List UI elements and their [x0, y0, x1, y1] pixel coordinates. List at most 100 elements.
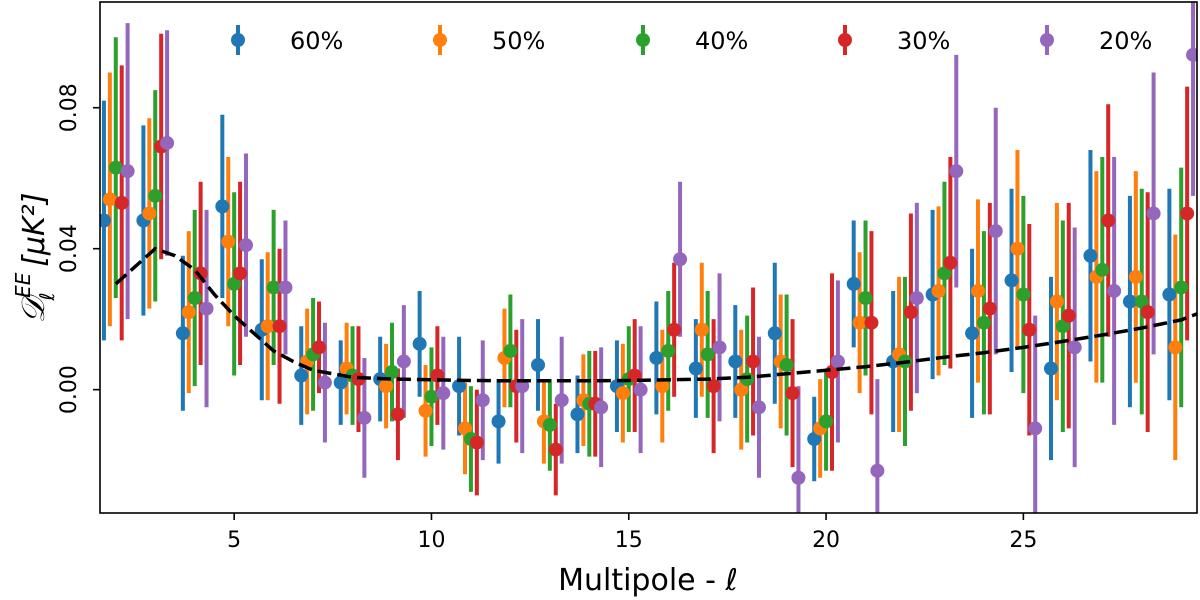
- point-40pct-l20: [819, 414, 834, 429]
- point-30pct-l16: [667, 322, 682, 337]
- point-40pct-l23: [937, 266, 952, 281]
- point-50pct-l9: [379, 379, 394, 394]
- x-axis-label: Multipole - ℓ: [558, 563, 738, 598]
- point-50pct-l23: [931, 283, 946, 298]
- point-30pct-l19: [785, 386, 800, 401]
- point-60pct-l24: [965, 326, 980, 341]
- legend-marker-50pct: [433, 33, 447, 47]
- point-20pct-l20: [830, 354, 845, 369]
- point-20pct-l26: [1067, 340, 1082, 355]
- point-30pct-l26: [1061, 308, 1076, 323]
- point-40pct-l6: [266, 280, 281, 295]
- legend-marker-20pct: [1040, 33, 1054, 47]
- theory-curve-dashed: [114, 246, 1197, 383]
- point-50pct-l3: [142, 206, 157, 221]
- point-60pct-l5: [215, 199, 230, 214]
- point-60pct-l20: [807, 431, 822, 446]
- x-tick-label-15: 15: [615, 528, 643, 553]
- point-60pct-l27: [1083, 248, 1098, 263]
- point-40pct-l19: [779, 357, 794, 372]
- y-tick-label-1: 0.04: [57, 224, 82, 273]
- point-40pct-l26: [1055, 319, 1070, 334]
- point-30pct-l25: [1022, 322, 1037, 337]
- y-tick-label-2: 0.08: [57, 83, 82, 132]
- point-60pct-l11: [452, 379, 467, 394]
- legend: 60% 50% 40% 30% 20%: [231, 25, 1152, 55]
- point-30pct-l23: [943, 255, 958, 270]
- x-axis-ticks: 5 10 15 20 25: [227, 513, 1037, 553]
- legend-marker-40pct: [636, 33, 650, 47]
- point-60pct-l4: [175, 326, 190, 341]
- point-60pct-l21: [846, 276, 861, 291]
- point-60pct-l25: [1004, 273, 1019, 288]
- point-30pct-l4: [193, 266, 208, 281]
- point-30pct-l18: [746, 354, 761, 369]
- point-40pct-l27: [1095, 262, 1110, 277]
- point-50pct-l24: [970, 283, 985, 298]
- x-tick-label-20: 20: [812, 528, 840, 553]
- point-30pct-l13: [548, 442, 563, 457]
- point-50pct-l18: [734, 382, 749, 397]
- y-tick-label-0: 0.00: [57, 365, 82, 414]
- x-tick-label-25: 25: [1009, 528, 1037, 553]
- point-20pct-l22: [909, 291, 924, 306]
- point-40pct-l28: [1134, 294, 1149, 309]
- point-50pct-l6: [260, 319, 275, 334]
- point-40pct-l12: [503, 343, 518, 358]
- point-60pct-l18: [728, 354, 743, 369]
- point-40pct-l10: [424, 389, 439, 404]
- point-20pct-l25: [1028, 421, 1043, 436]
- legend-marker-60pct: [231, 33, 245, 47]
- legend-label-40pct: 40%: [695, 27, 748, 55]
- point-40pct-l16: [661, 343, 676, 358]
- legend-label-20pct: 20%: [1099, 27, 1152, 55]
- y-axis-ticks: 0.00 0.04 0.08: [57, 83, 100, 414]
- y-axis-label: 𝒟EEℓ [μK²]: [11, 193, 59, 324]
- point-20pct-l7: [317, 375, 332, 390]
- plot-frame: [99, 1, 1198, 514]
- legend-label-50pct: 50%: [492, 27, 545, 55]
- point-60pct-l12: [491, 414, 506, 429]
- point-40pct-l29: [1174, 280, 1189, 295]
- point-30pct-l28: [1140, 305, 1155, 320]
- point-60pct-l7: [294, 368, 309, 383]
- point-50pct-l17: [694, 322, 709, 337]
- point-60pct-l13: [531, 357, 546, 372]
- point-60pct-l29: [1162, 287, 1177, 302]
- point-40pct-l3: [148, 188, 163, 203]
- point-20pct-l3: [160, 135, 175, 150]
- point-50pct-l4: [181, 305, 196, 320]
- point-20pct-l5: [239, 238, 254, 253]
- point-20pct-l12: [515, 379, 530, 394]
- point-20pct-l15: [633, 382, 648, 397]
- point-30pct-l6: [272, 319, 287, 334]
- point-30pct-l7: [312, 340, 327, 355]
- point-20pct-l11: [475, 393, 490, 408]
- point-20pct-l16: [673, 252, 688, 267]
- point-30pct-l27: [1101, 213, 1116, 228]
- point-40pct-l13: [542, 417, 557, 432]
- point-60pct-l26: [1043, 361, 1058, 376]
- point-60pct-l10: [412, 336, 427, 351]
- point-50pct-l5: [221, 234, 236, 249]
- point-20pct-l18: [751, 400, 766, 415]
- point-60pct-l17: [688, 361, 703, 376]
- legend-label-60pct: 60%: [290, 27, 343, 55]
- point-50pct-l29: [1168, 340, 1183, 355]
- point-20pct-l13: [554, 393, 569, 408]
- point-30pct-l22: [903, 305, 918, 320]
- point-30pct-l29: [1180, 206, 1195, 221]
- point-40pct-l25: [1016, 287, 1031, 302]
- point-20pct-l2: [120, 164, 135, 179]
- point-40pct-l24: [976, 315, 991, 330]
- point-50pct-l21: [852, 315, 867, 330]
- point-40pct-l5: [227, 276, 242, 291]
- point-30pct-l24: [982, 301, 997, 316]
- markers-layer: [100, 47, 1197, 485]
- point-60pct-l28: [1122, 294, 1137, 309]
- point-60pct-l8: [333, 375, 348, 390]
- point-20pct-l23: [949, 164, 964, 179]
- point-20pct-l19: [791, 470, 806, 485]
- point-20pct-l9: [396, 354, 411, 369]
